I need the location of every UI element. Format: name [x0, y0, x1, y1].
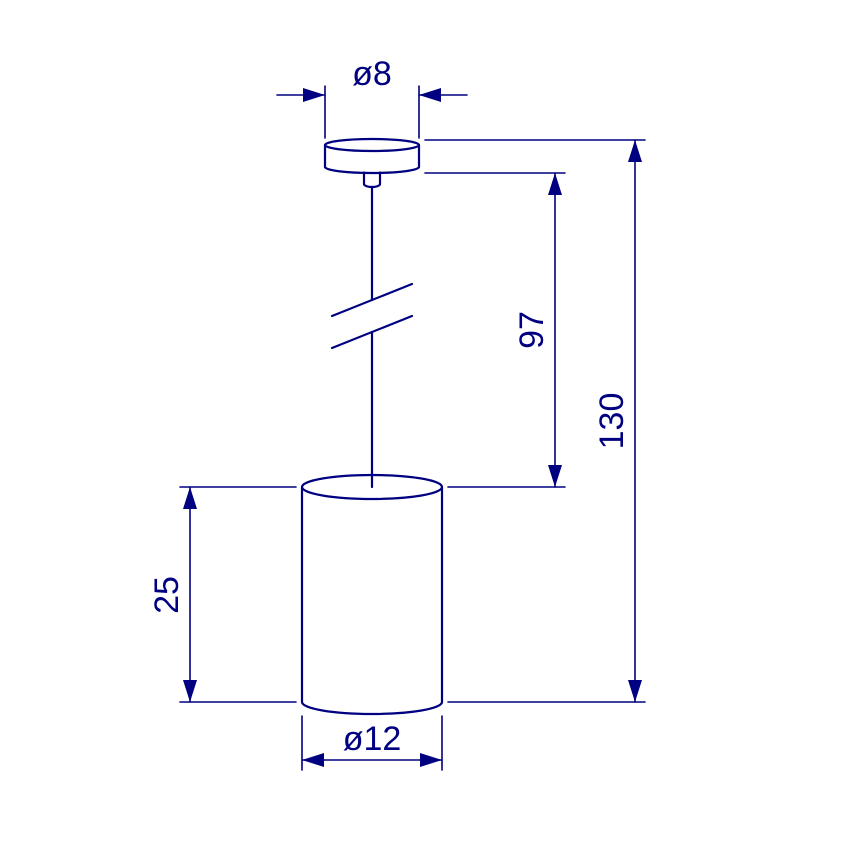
- dimension-drawing: ø8 ø12 25 97 130: [0, 0, 868, 868]
- label-cord-length: 97: [513, 311, 551, 349]
- label-canopy-diameter: ø8: [352, 55, 392, 93]
- dim-shade-height: 25: [148, 487, 296, 702]
- label-total-height: 130: [593, 393, 631, 450]
- dim-canopy-diameter: ø8: [277, 55, 467, 138]
- label-shade-diameter: ø12: [343, 720, 402, 758]
- shade: [302, 475, 442, 714]
- pendant-lamp: [302, 139, 442, 714]
- dim-shade-diameter: ø12: [302, 716, 442, 770]
- cord: [332, 187, 412, 487]
- label-shade-height: 25: [148, 576, 186, 614]
- canopy: [325, 139, 419, 187]
- dim-total-height: 130: [425, 140, 645, 702]
- dim-cord-length: 97: [425, 173, 565, 487]
